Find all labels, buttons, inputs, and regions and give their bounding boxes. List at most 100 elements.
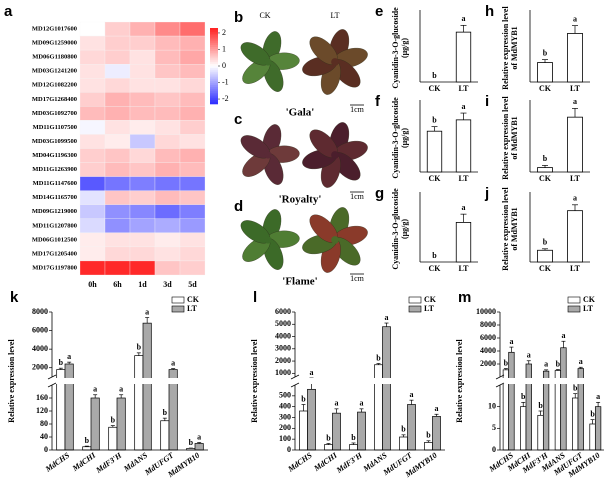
x-tick-label: LT [570,174,581,183]
colorbar-step [210,39,218,42]
gene-label: MD06G1180800 [32,54,77,61]
break-mark [290,374,300,380]
heat-cell [154,64,181,79]
significance-letter: a [462,102,466,111]
heat-cell [104,176,131,191]
y-tick-label: 100 [279,434,291,443]
significance-letter: a [360,399,364,408]
heat-cell [154,78,181,93]
legend-label: LT [187,304,198,313]
bar [432,416,441,451]
cultivar-label: 'Gala' [286,107,315,119]
gene-label: MD17G1197800 [32,264,77,271]
panel-label: e [375,3,383,20]
gene-label: MD12G1017600 [32,26,77,33]
heat-cell [154,162,181,177]
panel-label: k [10,289,19,306]
bar [82,446,92,451]
y-tick-label: 400 [279,401,291,410]
y-tick-label: 500 [279,391,291,400]
significance-letter: a [145,307,149,316]
bar [572,397,579,451]
significance-letter: a [171,358,175,367]
bar [508,351,515,451]
colorbar-step [210,41,218,44]
significance-letter: b [376,353,381,362]
x-tick-label: CK [539,84,552,93]
heat-cell [104,120,131,135]
axis-break [291,378,447,384]
heat-cell [179,218,206,233]
colorbar-step [210,45,218,48]
y-tick-label: 120 [36,406,48,415]
heat-cell [179,260,206,276]
y-tick-label: 3000 [275,344,291,353]
x-tick-label: LT [570,264,581,273]
y-axis-title: Relative expression level [501,96,510,180]
y-axis-title: Cyanidin-3-O-glucoside [391,97,400,179]
bar [424,442,433,451]
x-tick-label: MdF3'H [94,450,124,475]
significance-letter: a [462,203,466,212]
break-mark [495,374,505,380]
heat-cell [104,232,131,248]
y-axis-title: (μg/g) [400,219,409,239]
heat-cell [154,106,181,121]
heat-cell [79,120,106,135]
heat-cell [179,162,206,177]
y-tick-label: 0 [492,445,496,454]
x-tick-label: CK [429,174,442,183]
significance-letter: a [509,337,513,346]
colorbar-label: -2 [222,94,229,103]
legend-swatch [567,305,581,313]
x-tick-label: MdCHS [285,450,314,474]
colorbar-step [210,102,218,105]
leaf-center [331,151,339,159]
colorbar-step [210,62,218,65]
colorbar-step [210,83,218,86]
break-mark [290,382,300,388]
significance-letter: b [590,409,595,418]
heat-cell [129,35,156,51]
significance-letter: a [197,432,201,441]
bar [537,414,544,451]
bar [537,62,553,83]
legend-label: CK [424,295,437,304]
colorbar-step [210,60,218,63]
colorbar-step [210,31,218,34]
heat-cell [79,134,106,149]
significance-letter: a [93,385,97,394]
column-label: 5d [188,280,197,289]
heat-cell [154,49,181,65]
leaf-center [331,58,339,66]
y-tick-label: 5 [492,423,496,432]
heat-cell [79,246,106,262]
bar [567,116,583,173]
heat-cell [179,92,206,107]
bar [537,249,553,263]
heat-cell [179,232,206,248]
heat-cell [104,218,131,233]
x-tick-label: CK [429,264,442,273]
significance-letter: b [543,238,548,247]
bar [426,130,443,173]
significance-letter: b [137,343,142,352]
axis-break [496,378,606,384]
legend-swatch [171,296,185,304]
heat-cell [129,176,156,191]
significance-letter: a [410,390,414,399]
bar [589,423,596,451]
heat-cell [129,218,156,233]
break-mark [47,374,57,380]
colorbar-step [210,35,218,38]
heat-cell [179,190,206,205]
leaf-center [264,151,272,159]
heat-cell [79,78,106,93]
heat-cell [104,204,131,219]
leaf-center [331,236,339,244]
y-tick-label: 5000 [275,319,291,328]
gene-label: MD04G1196300 [32,152,77,159]
legend-swatch [171,305,185,313]
significance-letter: a [573,97,577,106]
colorbar-step [210,50,218,53]
